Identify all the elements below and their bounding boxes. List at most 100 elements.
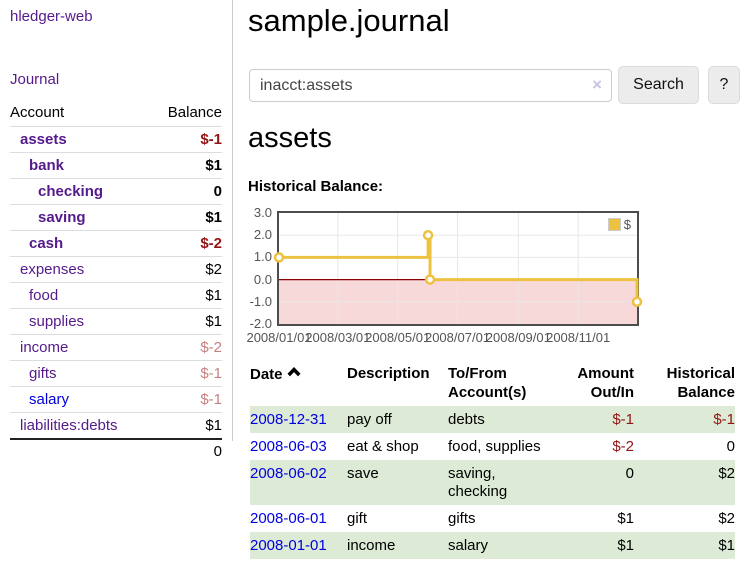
sidebar: hledger-web Journal Account Balance asse… — [0, 0, 233, 463]
search-button[interactable]: Search — [618, 66, 699, 104]
date-header-label: Date — [250, 366, 283, 383]
account-heading: assets — [248, 122, 332, 154]
description-column-header: Description — [347, 365, 430, 382]
account-total-row: 0 — [10, 438, 222, 463]
transaction-date-link[interactable]: 2008-01-01 — [250, 537, 327, 554]
transaction-date: 2008-01-01 — [250, 532, 347, 559]
account-row: gifts $-1 — [10, 360, 222, 387]
account-link-expenses[interactable]: expenses — [20, 261, 85, 278]
search-box: × — [249, 69, 612, 102]
transaction-row[interactable]: 2008-01-01 income salary $1 $1 — [250, 532, 735, 559]
account-table-body: assets $-1 bank $1 checking 0 saving $1 cash $-2 e… — [10, 126, 222, 440]
account-balance: $1 — [150, 204, 222, 231]
account-column-header: Account — [10, 100, 151, 127]
register-table-body: 2008-12-31 pay off debts $-1 $-1 2008-06-03 ea… — [250, 406, 735, 559]
balance-column-header: Balance — [150, 100, 222, 127]
sort-ascending-icon — [287, 364, 301, 383]
account-cell: supplies — [10, 308, 151, 335]
balance-chart-svg — [273, 213, 643, 324]
x-axis-tick-label: 2008/03/01 — [305, 330, 371, 345]
transaction-row[interactable]: 2008-12-31 pay off debts $-1 $-1 — [250, 406, 735, 433]
transaction-date: 2008-12-31 — [250, 406, 347, 433]
app-title-link[interactable]: hledger-web — [10, 8, 93, 25]
account-link-saving[interactable]: saving — [38, 209, 86, 226]
account-balance: $1 — [150, 152, 222, 179]
account-table-header-row: Account Balance — [10, 100, 222, 127]
account-row: assets $-1 — [10, 126, 222, 153]
y-axis-tick-label: -2.0 — [249, 316, 272, 331]
register-header-row: Date Description To/From Account(s) Amou… — [250, 360, 735, 406]
account-balance: $1 — [150, 282, 222, 309]
account-cell: food — [10, 282, 151, 309]
transaction-date-link[interactable]: 2008-06-03 — [250, 438, 327, 455]
transaction-amount: 0 — [625, 465, 634, 482]
balance-column-header-main: Historical Balance — [642, 360, 735, 406]
transaction-description: pay off — [347, 411, 392, 428]
account-balance: $-1 — [150, 126, 222, 153]
transaction-row[interactable]: 2008-06-01 gift gifts $1 $2 — [250, 505, 735, 532]
transaction-date-link[interactable]: 2008-06-02 — [250, 465, 327, 482]
amount-header-line2: Out/In — [590, 384, 634, 401]
chart-legend: $ — [605, 216, 633, 233]
account-link-liabilities-debts[interactable]: liabilities:debts — [20, 417, 118, 434]
search-row: × Search ? — [249, 66, 740, 104]
account-balance: $2 — [150, 256, 222, 283]
account-cell: cash — [10, 230, 151, 257]
balance-header-line2: Balance — [677, 384, 735, 401]
account-row: food $1 — [10, 282, 222, 309]
transaction-balance: $2 — [718, 465, 735, 482]
y-axis-tick-label: 1.0 — [253, 249, 272, 265]
account-link-checking[interactable]: checking — [38, 183, 104, 200]
historical-balance-chart: $ 3.0 2.0 1.0 0.0 -1.0 -2.0 2008/01/01 2008/03/… — [246, 203, 742, 351]
y-axis-tick-label: 2.0 — [253, 227, 272, 243]
transaction-balance: 0 — [726, 438, 735, 455]
y-axis-tick-label: 3.0 — [253, 205, 272, 220]
date-column-header[interactable]: Date — [250, 360, 347, 406]
account-cell: bank — [10, 152, 151, 179]
account-balances-table: Account Balance assets $-1 bank $1 checking 0… — [10, 100, 222, 463]
transaction-row[interactable]: 2008-06-02 save saving, checking 0 $2 — [250, 460, 735, 505]
y-axis-tick-label: 0.0 — [253, 271, 272, 287]
transaction-accounts: salary — [448, 537, 489, 554]
account-link-supplies[interactable]: supplies — [29, 313, 85, 330]
x-axis-tick-label: 2008/09/01 — [485, 330, 551, 345]
transaction-accounts: food, supplies — [448, 438, 541, 455]
account-cell: salary — [10, 386, 151, 413]
account-link-cash[interactable]: cash — [29, 235, 64, 252]
y-axis-tick-label: -1.0 — [249, 293, 272, 309]
account-link-food[interactable]: food — [29, 287, 59, 304]
x-axis-tick-label: 2008/01/01 — [246, 330, 312, 345]
accounts-header-line2: Account(s) — [448, 384, 527, 401]
account-cell: assets — [10, 126, 151, 153]
clear-search-icon[interactable]: × — [592, 75, 602, 94]
account-balance: $-1 — [150, 386, 222, 413]
chart-title: Historical Balance: — [248, 178, 384, 195]
transaction-description: save — [347, 465, 379, 482]
account-row: checking 0 — [10, 178, 222, 205]
transaction-amount: $1 — [617, 510, 634, 527]
accounts-column-header: To/From Account(s) — [448, 360, 559, 406]
transaction-accounts: debts — [448, 411, 485, 428]
account-cell: checking — [10, 178, 151, 205]
chart-plot-area: $ — [273, 211, 643, 326]
search-input[interactable] — [249, 69, 612, 102]
transaction-date-link[interactable]: 2008-06-01 — [250, 510, 327, 527]
nav-journal-link[interactable]: Journal — [10, 71, 60, 88]
transaction-date-link[interactable]: 2008-12-31 — [250, 411, 327, 428]
account-link-gifts[interactable]: gifts — [29, 365, 57, 382]
x-axis-tick-label: 2008/07/01 — [424, 330, 491, 345]
help-button[interactable]: ? — [708, 66, 740, 104]
account-cell: gifts — [10, 360, 151, 387]
transaction-row[interactable]: 2008-06-03 eat & shop food, supplies $-2 0 — [250, 433, 735, 460]
account-link-bank[interactable]: bank — [29, 157, 65, 174]
account-cell: income — [10, 334, 151, 361]
amount-column-header: Amount Out/In — [559, 360, 642, 406]
account-total-spacer — [10, 438, 151, 463]
main-content: sample.journal × Search ? assets Histori… — [246, 0, 742, 582]
account-total-balance: 0 — [150, 438, 222, 463]
account-balance: $1 — [150, 308, 222, 335]
account-link-income[interactable]: income — [20, 339, 69, 356]
account-row: expenses $2 — [10, 256, 222, 283]
account-link-salary[interactable]: salary — [29, 391, 70, 408]
account-link-assets[interactable]: assets — [20, 131, 67, 148]
